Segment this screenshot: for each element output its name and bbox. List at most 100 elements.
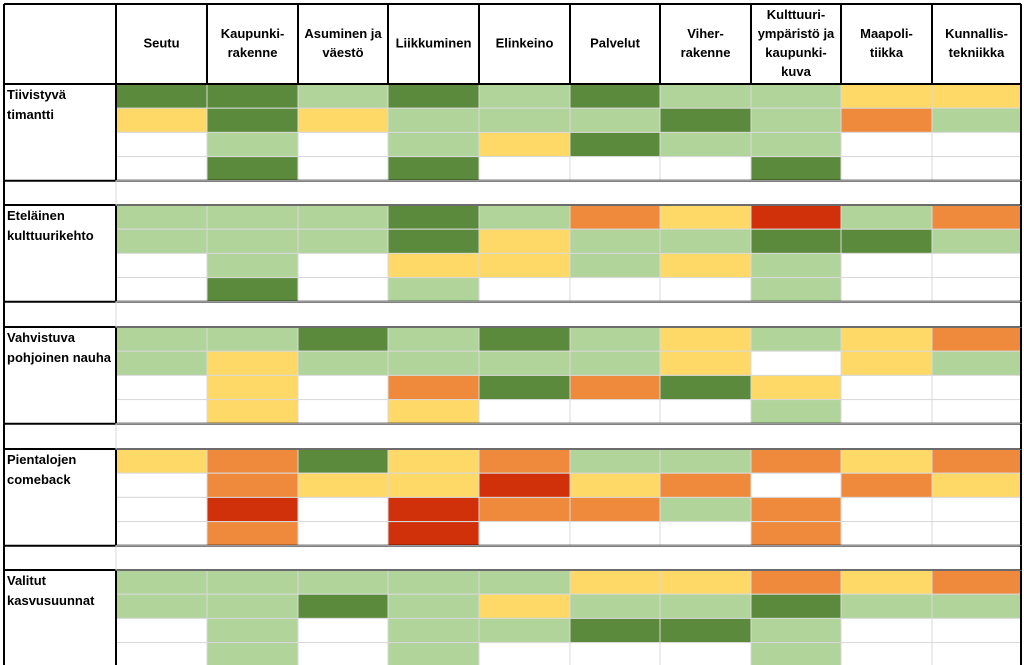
heatmap-cell <box>569 569 661 595</box>
heatmap-cell <box>931 204 1022 230</box>
heatmap-cell <box>297 472 389 498</box>
heatmap-cell <box>569 326 661 352</box>
heatmap-cell <box>297 107 389 133</box>
heatmap-cell <box>478 521 571 547</box>
heatmap-cell <box>750 569 842 595</box>
heatmap-cell <box>569 496 661 523</box>
scenario-labels: Tiivistyvä timantti Eteläinen kulttuurikeht… <box>7 87 112 608</box>
heatmap-cell <box>206 83 299 109</box>
heatmap-cell <box>931 131 1022 158</box>
heatmap-cell <box>115 326 208 352</box>
heatmap-cell <box>115 277 208 303</box>
heatmap-cell <box>659 472 752 498</box>
column-headers: Seutu Kaupunki-rakenne Asuminen ja väestö Li… <box>143 7 1007 79</box>
heatmap-cell <box>206 107 299 133</box>
heatmap-cell <box>569 83 661 109</box>
heatmap-cell <box>115 642 208 665</box>
heatmap-cell <box>840 617 933 644</box>
heatmap-cell <box>659 448 752 474</box>
heatmap-cell <box>840 277 933 303</box>
heatmap-cell <box>750 326 842 352</box>
column-header: Asuminen ja väestö <box>304 26 382 60</box>
heatmap-cell <box>115 131 208 158</box>
heatmap-cell <box>659 374 752 401</box>
heatmap-cell <box>297 131 389 158</box>
heatmap-cell <box>569 448 661 474</box>
heatmap-cell <box>115 374 208 401</box>
heatmap-cell <box>297 228 389 254</box>
heatmap-cell <box>297 374 389 401</box>
heatmap-cell <box>297 642 389 665</box>
heatmap-cell <box>297 448 389 474</box>
scenario-label: Tiivistyvä timantti <box>7 87 67 122</box>
heatmap-cell <box>297 617 389 644</box>
heatmap-cell <box>115 252 208 279</box>
heatmap-cell <box>840 472 933 498</box>
heatmap-cell <box>115 350 208 376</box>
heatmap-cell <box>931 569 1022 595</box>
heatmap-cell <box>387 448 480 474</box>
gap-row <box>115 423 1022 450</box>
heatmap-cell <box>115 593 208 619</box>
heatmap-cell <box>840 374 933 401</box>
column-header: Kulttuuri-ympäristö ja kaupunki-kuva <box>758 7 835 79</box>
heatmap-cell <box>659 83 752 109</box>
heatmap-cell <box>478 156 571 182</box>
heatmap-cell <box>840 131 933 158</box>
heatmap-cell <box>387 374 480 401</box>
heatmap-cell <box>569 472 661 498</box>
heatmap-cell <box>569 277 661 303</box>
heatmap-cell <box>840 496 933 523</box>
heatmap-cell <box>750 448 842 474</box>
heatmap-cell <box>115 156 208 182</box>
heatmap-cell <box>478 131 571 158</box>
heatmap-cell <box>115 228 208 254</box>
heatmap-cell <box>206 374 299 401</box>
heatmap-cell <box>840 593 933 619</box>
heatmap-cell <box>115 617 208 644</box>
heatmap-cell <box>387 350 480 376</box>
heatmap-cell <box>750 228 842 254</box>
heatmap-cell <box>387 204 480 230</box>
gap-row <box>115 301 1022 328</box>
scenario-label: Vahvistuva pohjoinen nauha <box>7 330 112 365</box>
heatmap-cell <box>750 593 842 619</box>
heatmap-cell <box>659 204 752 230</box>
heatmap-cell <box>297 496 389 523</box>
heatmap-cell <box>478 472 571 498</box>
heatmap-cell <box>206 399 299 425</box>
heatmap-cell <box>387 617 480 644</box>
heatmap-cell <box>297 593 389 619</box>
heatmap-cell <box>840 204 933 230</box>
heatmap-cell <box>478 350 571 376</box>
heatmap-cell <box>478 593 571 619</box>
heatmap-cell <box>931 496 1022 523</box>
heatmap-cell <box>478 448 571 474</box>
heatmap-cell <box>387 326 480 352</box>
heatmap-cell <box>297 156 389 182</box>
heatmap-cell <box>115 569 208 595</box>
heatmap-cell <box>840 107 933 133</box>
heatmap-cell <box>569 350 661 376</box>
heatmap-cell <box>840 156 933 182</box>
heatmap-cell <box>931 472 1022 498</box>
heatmap-cell <box>569 521 661 547</box>
heatmap-cell <box>750 642 842 665</box>
heatmap-cell <box>387 593 480 619</box>
heatmap-cell <box>659 569 752 595</box>
heatmap-cell <box>931 399 1022 425</box>
column-header: Liikkuminen <box>396 35 472 50</box>
heatmap-cell <box>931 593 1022 619</box>
heatmap-cell <box>206 228 299 254</box>
column-header: Maapoli-tiikka <box>860 26 913 60</box>
heatmap-cell <box>750 496 842 523</box>
heatmap-cell <box>931 156 1022 182</box>
heatmap-cell <box>750 472 842 498</box>
heatmap-cell <box>115 472 208 498</box>
heatmap-cell <box>387 521 480 547</box>
heatmap-cell <box>931 448 1022 474</box>
heatmap-cell <box>115 521 208 547</box>
heatmap-cell <box>659 399 752 425</box>
heatmap-cell <box>840 521 933 547</box>
